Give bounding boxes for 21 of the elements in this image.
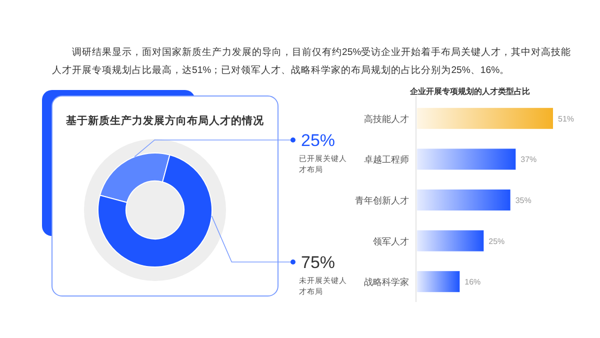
data-label: 37% bbox=[520, 155, 537, 164]
bar bbox=[417, 108, 553, 129]
y-tick-label: 高技能人才 bbox=[364, 114, 409, 124]
data-label: 75% bbox=[301, 253, 336, 272]
y-tick-label: 战略科学家 bbox=[364, 277, 409, 288]
donut-slice bbox=[98, 154, 212, 268]
y-tick-label: 青年创新人才 bbox=[355, 196, 409, 206]
y-tick-label: 领军人才 bbox=[373, 236, 409, 246]
data-label: 16% bbox=[464, 278, 481, 287]
bar bbox=[417, 271, 460, 292]
bar bbox=[417, 148, 516, 170]
data-label: 35% bbox=[515, 196, 532, 205]
bar bbox=[417, 230, 484, 252]
data-label: 25% bbox=[301, 131, 336, 150]
data-label: 25% bbox=[488, 236, 505, 246]
text: 调研结果显示，面对国家新质生产力发展的导向，目前仅有约25%受访企业开始着手布局关键人才，其中对高技能人才开展专项规划占比最高，达51%；已对领军人才、战略科学家的布局规划的占比分别为25%、16%。 bbox=[52, 46, 572, 78]
chart-title: 基于新质生产力发展方向布局人才的情况 bbox=[65, 114, 265, 127]
chart-title: 企业开展专项规划的人才类型占比 bbox=[409, 87, 530, 96]
data-label: 51% bbox=[558, 114, 574, 124]
bar bbox=[417, 190, 510, 210]
y-tick-label: 卓越工程师 bbox=[364, 154, 409, 165]
